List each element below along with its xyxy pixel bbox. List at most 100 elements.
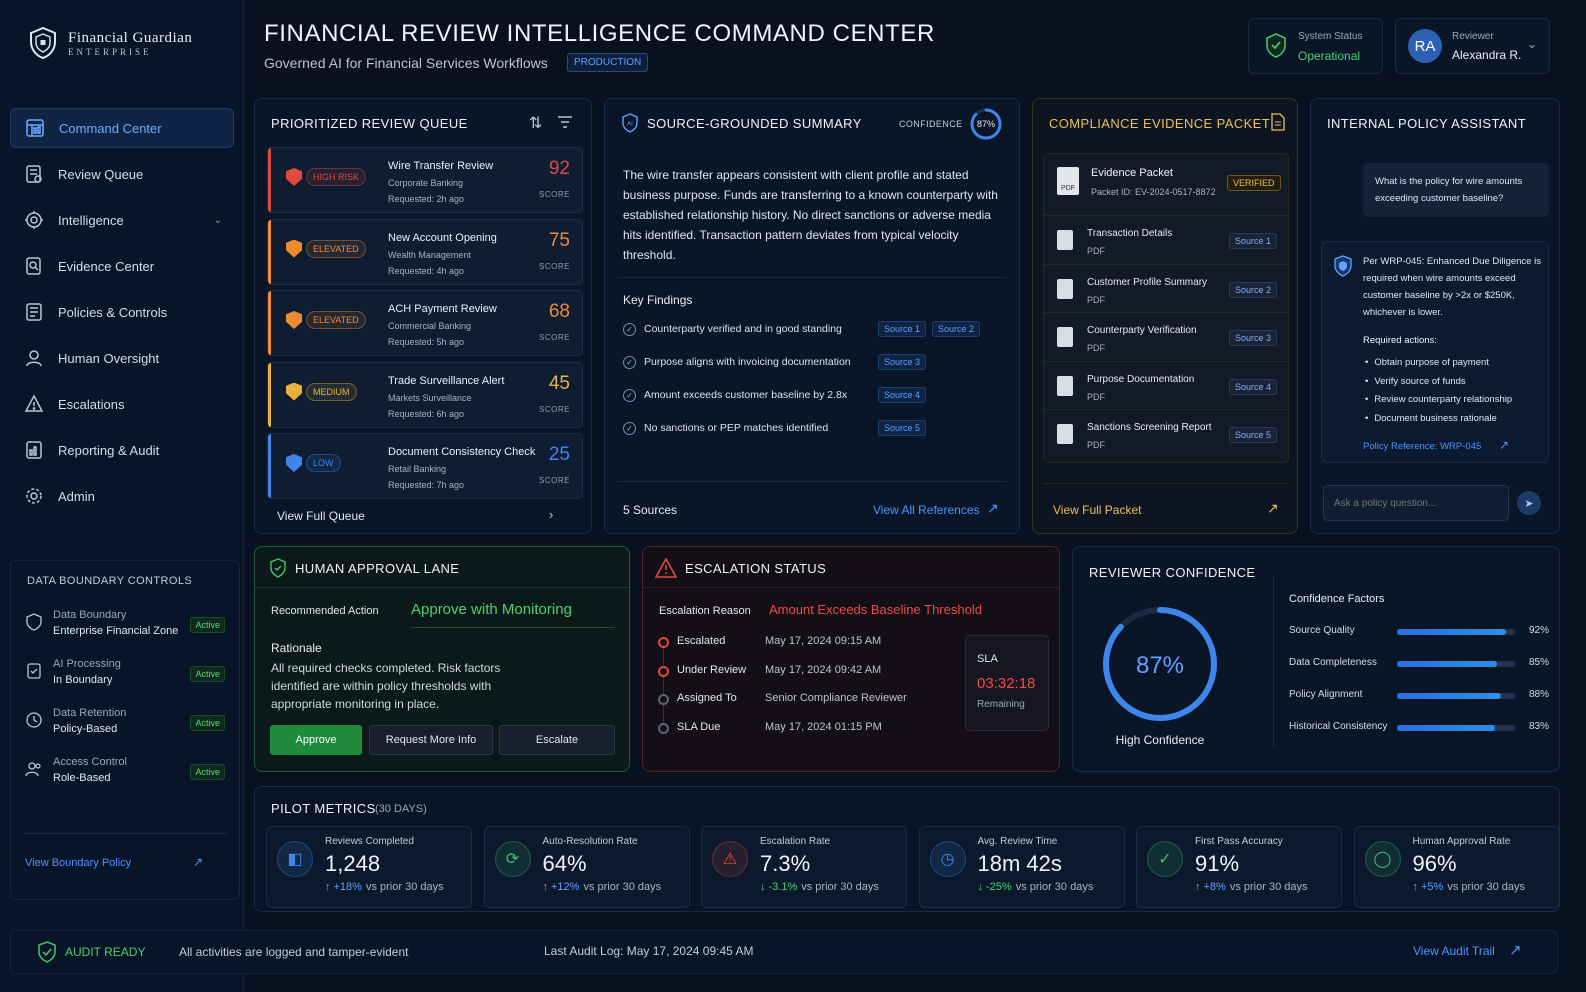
doc-name: Purpose Documentation	[1087, 373, 1195, 385]
metric-label: Reviews Completed	[325, 836, 414, 847]
boundary-value: In Boundary	[53, 674, 113, 686]
nav-command-center[interactable]: Command Center	[10, 108, 234, 148]
external-link-icon[interactable]: ↗	[1509, 942, 1522, 959]
doc-type: PDF	[1087, 391, 1105, 402]
view-audit-trail-link[interactable]: View Audit Trail	[1413, 944, 1495, 958]
warning-icon	[24, 394, 44, 412]
change-value: -3.1%	[768, 881, 798, 893]
queue-card[interactable]: LOW Document Consistency Check Retail Bank…	[267, 433, 583, 499]
sort-icon[interactable]: ⇅	[529, 115, 543, 132]
escalate-button[interactable]: Escalate	[499, 725, 615, 755]
packet-name: Evidence Packet	[1091, 167, 1173, 179]
evidence-doc-row[interactable]: Purpose Documentation PDF Source 4	[1043, 360, 1287, 409]
step-label: Escalated	[677, 635, 726, 647]
nav-evidence-center[interactable]: Evidence Center	[10, 246, 234, 286]
request-more-info-button[interactable]: Request More Info	[369, 725, 493, 755]
boundary-title: DATA BOUNDARY CONTROLS	[27, 575, 193, 587]
risk-badge: MEDIUM	[306, 382, 357, 401]
external-link-icon[interactable]: ↗	[193, 855, 204, 869]
nav-human-oversight[interactable]: Human Oversight	[10, 338, 234, 378]
send-icon[interactable]: ➤	[1517, 491, 1541, 515]
arrow-down-icon: ↓	[760, 881, 766, 893]
source-tag[interactable]: Source 1	[1228, 233, 1277, 249]
change-value: -25%	[986, 881, 1012, 893]
risk-bar	[268, 434, 271, 498]
evidence-doc-row[interactable]: Counterparty Verification PDF Source 3	[1043, 312, 1287, 360]
source-tag[interactable]: Source 4	[878, 387, 927, 403]
queue-item-score: 68	[548, 301, 570, 322]
reviewer-name: Alexandra R.	[1452, 48, 1522, 62]
queue-card[interactable]: HIGH RISK Wire Transfer Review Corporate B…	[267, 147, 583, 213]
chevron-right-icon[interactable]: ›	[549, 507, 554, 522]
queue-card[interactable]: ELEVATED New Account Opening Wealth Manage…	[267, 218, 583, 285]
metric-value: 91%	[1195, 851, 1240, 876]
metric-label: First Pass Accuracy	[1195, 836, 1283, 847]
nav-policies-controls[interactable]: Policies & Controls	[10, 292, 234, 332]
source-tag[interactable]: Source 3	[878, 354, 927, 370]
report-icon	[26, 441, 42, 459]
view-boundary-policy-link[interactable]: View Boundary Policy	[25, 857, 132, 869]
source-tag[interactable]: Source 2	[1228, 281, 1277, 298]
source-tag[interactable]: Source 3	[1228, 330, 1277, 346]
policy-reference-link[interactable]: Policy Reference: WRP-045	[1363, 441, 1482, 452]
system-status-card[interactable]: System Status Operational	[1248, 18, 1383, 74]
factor-fill	[1397, 661, 1498, 667]
risk-badge: ELEVATED	[306, 239, 366, 258]
nav-admin[interactable]: Admin	[10, 476, 234, 516]
score-label: SCORE	[539, 476, 570, 485]
change-suffix: vs prior 30 days	[1229, 881, 1308, 893]
filter-icon[interactable]	[557, 115, 573, 129]
confidence-factor-row: Data Completeness 85%	[1289, 657, 1549, 671]
evidence-doc-row[interactable]: Customer Profile Summary PDF Source 2	[1043, 263, 1287, 312]
confidence-level: High Confidence	[1115, 733, 1205, 747]
change-suffix: vs prior 30 days	[1447, 881, 1525, 893]
boundary-label: Data Boundary	[53, 609, 127, 621]
source-tag[interactable]: Source 2	[932, 321, 981, 337]
view-full-packet-link[interactable]: View Full Packet	[1053, 503, 1142, 517]
score-label: SCORE	[539, 404, 570, 414]
step-label: Assigned To	[677, 692, 737, 704]
queue-card[interactable]: ELEVATED ACH Payment Review Commercial Ban…	[267, 290, 583, 356]
source-tag[interactable]: Source 5	[878, 420, 927, 436]
evidence-doc-row[interactable]: Transaction Details PDF Source 1	[1043, 215, 1287, 263]
nav-review-queue[interactable]: Review Queue	[10, 154, 234, 194]
external-link-icon[interactable]: ↗	[1267, 500, 1279, 516]
view-full-queue-link[interactable]: View Full Queue	[277, 509, 365, 523]
nav-intelligence[interactable]: Intelligence ⌄	[10, 200, 234, 240]
metric-label: Auto-Resolution Rate	[542, 836, 638, 847]
document-icon[interactable]	[1271, 113, 1285, 131]
reviewer-card[interactable]: RA Reviewer Alexandra R. ⌄	[1395, 18, 1550, 74]
external-link-icon[interactable]: ↗	[1499, 438, 1510, 452]
risk-shield-icon	[286, 239, 302, 258]
view-all-references-link[interactable]: View All References	[873, 503, 980, 517]
queue-card[interactable]: MEDIUM Trade Surveillance Alert Markets Su…	[267, 361, 583, 428]
audit-ready-label: AUDIT READY	[65, 945, 146, 959]
nav-label: Escalations	[58, 396, 125, 412]
evidence-doc-row[interactable]: Sanctions Screening Report PDF Source 5	[1043, 409, 1287, 457]
env-badge: PRODUCTION	[567, 53, 649, 72]
metric-value: 18m 42s	[977, 851, 1062, 876]
shield-icon	[1334, 255, 1352, 277]
source-tag[interactable]: Source 4	[1228, 378, 1277, 395]
nav-label: Human Oversight	[58, 350, 160, 366]
queue-item-title: ACH Payment Review	[388, 303, 497, 315]
sla-remaining: Remaining	[977, 699, 1025, 710]
confidence-factor-row: Policy Alignment 88%	[1289, 689, 1549, 703]
queue-item-dept: Retail Banking	[388, 464, 447, 474]
avatar[interactable]: RA	[1408, 29, 1442, 63]
external-link-icon[interactable]: ↗	[987, 500, 999, 516]
chevron-down-icon[interactable]: ⌄	[1526, 37, 1537, 51]
policy-question-input[interactable]	[1323, 485, 1509, 521]
brand-logo[interactable]: Financial Guardian ENTERPRISE	[28, 26, 192, 60]
approve-button[interactable]: Approve	[270, 725, 362, 755]
source-tag[interactable]: Source 5	[1228, 427, 1277, 443]
key-finding: ✓ Counterparty verified and in good stand…	[623, 321, 981, 337]
escalation-title: ESCALATION STATUS	[685, 561, 827, 576]
nav-escalations[interactable]: Escalations	[10, 384, 234, 424]
chevron-down-icon[interactable]: ⌄	[213, 214, 222, 226]
finding-text: No sanctions or PEP matches identified	[644, 422, 829, 434]
queue-item-requested: Requested: 2h ago	[388, 194, 465, 204]
source-tag[interactable]: Source 1	[878, 321, 927, 337]
nav-reporting-audit[interactable]: Reporting & Audit	[10, 430, 234, 470]
boundary-row: Access Control Role-Based Active	[25, 754, 225, 794]
